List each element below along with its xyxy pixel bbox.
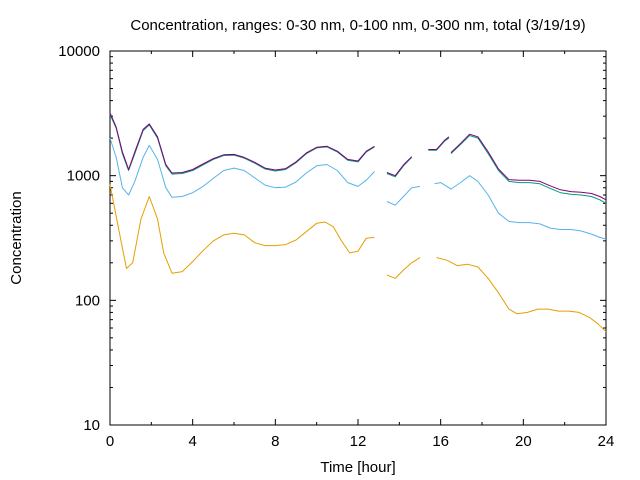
series-2-line (386, 185, 421, 206)
chart-title: Concentration, ranges: 0-30 nm, 0-100 nm… (130, 17, 585, 34)
tick-labels: 0 4 8 12 16 20 24 10 100 1000 10000 (58, 43, 614, 450)
plot-frame (109, 50, 607, 426)
series-2-line (434, 175, 607, 240)
y-tick-label: 10 (83, 417, 100, 434)
plot-area (109, 50, 607, 426)
x-tick-label: 12 (350, 433, 367, 450)
series-layer (109, 112, 607, 333)
y-tick-label: 10000 (58, 43, 100, 60)
x-tick-label: 0 (106, 433, 114, 450)
x-tick-label: 4 (188, 433, 196, 450)
series-4-line (428, 136, 450, 150)
series-1-line (436, 257, 607, 333)
series-3-line (386, 157, 413, 178)
series-3-line (450, 135, 607, 204)
series-4-line (386, 156, 413, 177)
x-tick-label: 20 (515, 433, 532, 450)
axis-ticks (109, 50, 607, 426)
x-tick-label: 24 (598, 433, 615, 450)
series-3-line (109, 114, 375, 175)
y-axis-label: Concentration (8, 191, 25, 284)
y-tick-label: 100 (75, 292, 100, 309)
x-tick-label: 16 (432, 433, 449, 450)
x-axis-label: Time [hour] (320, 459, 395, 476)
series-4-line (109, 112, 375, 174)
series-4-line (450, 133, 607, 201)
series-1-line (386, 257, 421, 279)
x-tick-label: 8 (271, 433, 279, 450)
series-1-line (109, 184, 375, 274)
series-2-line (109, 137, 375, 198)
y-tick-label: 1000 (67, 168, 100, 185)
